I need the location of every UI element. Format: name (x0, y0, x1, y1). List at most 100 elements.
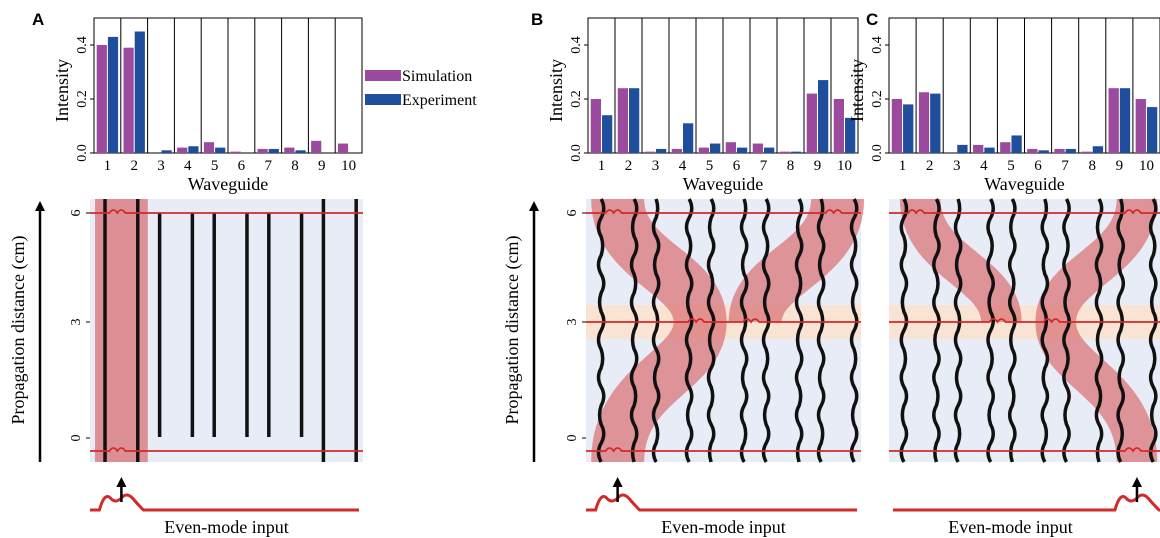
y-tick-label: 0.2 (569, 90, 584, 108)
bar-simulation (918, 92, 930, 153)
y-tick-label: 0.4 (569, 36, 584, 54)
waveguide (849, 198, 859, 463)
waveguide (1094, 198, 1104, 463)
y-tick-label: 0.4 (75, 36, 90, 54)
bar-simulation (177, 147, 188, 153)
x-tick-label: 2 (625, 158, 633, 174)
bar-simulation (644, 151, 655, 153)
x-tick-label: 9 (1116, 158, 1124, 174)
panel-c: C 0.0 0.2 0.4 1 2 3 4 5 6 7 8 9 10 Waveguide Intensity E… (847, 10, 1160, 537)
bar-experiment (791, 151, 802, 153)
x-tick-label: 10 (837, 158, 852, 174)
x-tick-label: 4 (184, 158, 192, 174)
x-tick-label: 4 (679, 158, 687, 174)
x-axis-label: Waveguide (984, 174, 1065, 194)
bar-simulation (806, 93, 817, 153)
light-beam-split (899, 197, 1022, 325)
bar-experiment (215, 147, 226, 153)
bar-experiment (818, 80, 829, 153)
bar-experiment (134, 31, 145, 153)
x-tick-label: 8 (291, 158, 299, 174)
bar-simulation (284, 147, 295, 153)
y-tick-label: 0.4 (870, 36, 885, 54)
panel-label: B (531, 10, 543, 29)
bar-simulation (779, 151, 790, 153)
bar-simulation (1081, 151, 1092, 153)
y-axis-label: Intensity (847, 59, 867, 122)
x-tick-label: 2 (926, 158, 934, 174)
y-axis-label: Intensity (52, 59, 72, 122)
waveguide (651, 198, 661, 463)
distance-tick-label: 3 (565, 319, 580, 326)
bar-experiment (161, 150, 172, 153)
bar-experiment (107, 36, 119, 153)
waveguide (684, 198, 694, 463)
bar-experiment (764, 147, 775, 153)
input-label: Even-mode input (661, 517, 785, 537)
bar-experiment (737, 147, 748, 153)
output-line (586, 209, 861, 215)
legend-swatch-simulation (365, 70, 401, 81)
legend-swatch-experiment (365, 94, 401, 105)
propagation-axis-label: Propagation distance (cm) (8, 236, 29, 425)
waveguide (794, 198, 804, 463)
x-tick-label: 8 (1089, 158, 1097, 174)
bar-experiment (845, 117, 856, 153)
waveguide (706, 198, 716, 463)
legend-label-simulation: Simulation (402, 68, 472, 85)
bar-experiment (930, 93, 941, 153)
bar-simulation (257, 148, 268, 153)
panel-label: C (866, 10, 878, 29)
bar-simulation (311, 140, 322, 153)
x-axis-label: Waveguide (188, 174, 269, 194)
waveguide (629, 198, 639, 463)
bar-experiment (903, 104, 914, 153)
interaction-line (586, 318, 861, 324)
y-tick-label: 0.0 (569, 144, 584, 162)
propagation-axis-label: Propagation distance (cm) (502, 236, 523, 425)
bar-experiment (656, 148, 667, 153)
bar-experiment (1146, 107, 1158, 153)
bar-simulation (1108, 88, 1119, 153)
waveguide (739, 198, 749, 463)
output-line (90, 209, 363, 215)
input-line (889, 447, 1160, 453)
x-tick-label: 5 (706, 158, 714, 174)
input-line (90, 447, 363, 453)
output-line (889, 209, 1160, 215)
bar-simulation (698, 147, 709, 153)
input-label: Even-mode input (948, 517, 1072, 537)
x-tick-label: 5 (211, 158, 219, 174)
waveguide (1148, 198, 1158, 463)
x-tick-label: 1 (104, 158, 112, 174)
bar-experiment (295, 150, 306, 153)
panel-label: A (32, 10, 44, 29)
x-axis-label: Waveguide (683, 174, 764, 194)
x-tick-label: 3 (157, 158, 165, 174)
panel-a: A 0.0 0.2 0.4 1 2 3 4 5 6 7 8 9 10 Waveguide Intensity S… (8, 10, 477, 537)
bar-experiment (683, 123, 694, 153)
light-beam (95, 199, 148, 462)
y-tick-label: 0.2 (870, 90, 885, 108)
bar-simulation (617, 88, 628, 153)
x-tick-label: 10 (341, 158, 356, 174)
bar-simulation (973, 144, 984, 153)
input-label: Even-mode input (164, 517, 288, 537)
bar-simulation (1135, 99, 1146, 153)
bar-experiment (602, 115, 613, 153)
y-tick-label: 0.0 (870, 144, 885, 162)
distance-tick-label: 0 (69, 435, 84, 442)
x-tick-label: 7 (264, 158, 272, 174)
waveguide (1040, 198, 1050, 463)
bar-simulation (590, 99, 601, 153)
interaction-line (889, 318, 1160, 324)
x-tick-label: 1 (598, 158, 606, 174)
bar-simulation (833, 99, 844, 153)
waveguide (761, 198, 771, 463)
x-tick-label: 6 (733, 158, 741, 174)
y-axis-label: Intensity (546, 59, 566, 122)
distance-tick-label: 6 (565, 210, 580, 217)
bar-experiment (984, 147, 995, 153)
bar-experiment (1011, 135, 1022, 153)
